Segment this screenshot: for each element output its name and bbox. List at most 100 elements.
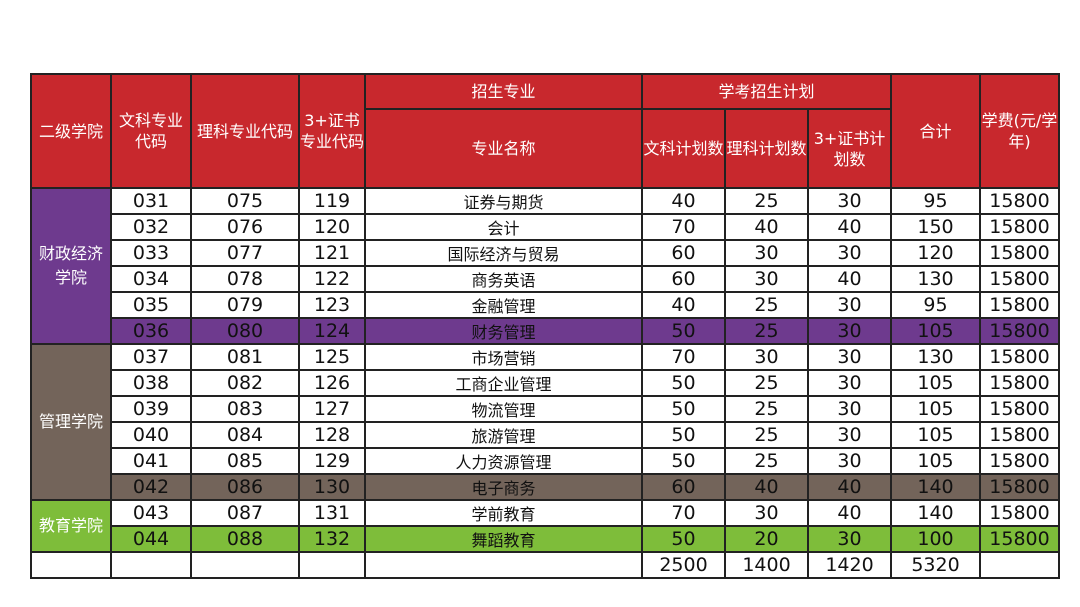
science-plan-cell: 30 — [724, 343, 809, 371]
table-row: 管理学院 037 081 125 市场营销 70 30 30 130 15800 — [30, 343, 1060, 501]
major-name-cell: 国际经济与贸易 — [364, 239, 643, 267]
arts-plan-cell: 70 — [641, 213, 726, 241]
college-cell: 教育学院 — [30, 499, 112, 553]
science-plan-cell: 25 — [724, 317, 809, 345]
table-row: 041 085 129 人力资源管理 50 25 30 105 15800 — [31, 447, 1060, 475]
cert-code-cell: 127 — [298, 395, 366, 423]
fee-cell: 15800 — [979, 317, 1060, 345]
major-name-cell: 证券与期货 — [364, 187, 643, 215]
arts-code-cell: 038 — [110, 369, 192, 397]
college-cell: 财政经济学院 — [30, 187, 112, 345]
major-name-cell: 财务管理 — [364, 317, 643, 345]
arts-code-cell: 031 — [110, 187, 192, 215]
fee-cell: 15800 — [979, 369, 1060, 397]
empty-cell — [364, 551, 643, 579]
empty-cell — [110, 551, 192, 579]
fee-cell: 15800 — [979, 239, 1060, 267]
cert-plan-cell: 30 — [807, 317, 892, 345]
science-plan-cell: 25 — [724, 291, 809, 319]
total-cell: 150 — [890, 213, 981, 241]
total-value-cell: 1420 — [807, 551, 892, 579]
table-row: 教育学院 043 087 131 学前教育 70 30 40 140 15800 — [30, 499, 1060, 553]
cert-code-cell: 125 — [298, 343, 366, 371]
total-cell: 130 — [890, 265, 981, 293]
cert-code-cell: 131 — [298, 499, 366, 527]
cert-plan-cell: 30 — [807, 343, 892, 371]
fee-cell: 15800 — [979, 447, 1060, 475]
fee-cell: 15800 — [979, 525, 1060, 553]
cert-code-cell: 120 — [298, 213, 366, 241]
arts-plan-cell: 50 — [641, 317, 726, 345]
table-row: 034 078 122 商务英语 60 30 40 130 15800 — [31, 265, 1060, 293]
empty-cell — [979, 551, 1060, 579]
arts-code-cell: 034 — [110, 265, 192, 293]
science-plan-cell: 25 — [724, 447, 809, 475]
science-plan-cell: 30 — [724, 499, 809, 527]
table-row: 040 084 128 旅游管理 50 25 30 105 15800 — [31, 421, 1060, 449]
major-name-cell: 商务英语 — [364, 265, 643, 293]
empty-cell — [190, 551, 300, 579]
header-arts-plan: 文科计划数 — [641, 108, 726, 189]
major-name-cell: 学前教育 — [364, 499, 643, 527]
science-plan-cell: 30 — [724, 239, 809, 267]
arts-code-cell: 044 — [110, 525, 192, 553]
arts-code-cell: 033 — [110, 239, 192, 267]
major-name-cell: 会计 — [364, 213, 643, 241]
cert-plan-cell: 40 — [807, 213, 892, 241]
total-cell: 100 — [890, 525, 981, 553]
totals-row: 2500 1400 1420 5320 — [30, 551, 1060, 579]
major-name-cell: 舞蹈教育 — [364, 525, 643, 553]
table-row: 036 080 124 财务管理 50 25 30 105 15800 — [31, 317, 1060, 345]
total-cell: 105 — [890, 421, 981, 449]
total-value-cell: 1400 — [724, 551, 809, 579]
cert-plan-cell: 30 — [807, 291, 892, 319]
science-code-cell: 083 — [190, 395, 300, 423]
total-cell: 130 — [890, 343, 981, 371]
cert-plan-cell: 30 — [807, 447, 892, 475]
science-code-cell: 084 — [190, 421, 300, 449]
arts-code-cell: 043 — [110, 499, 192, 527]
cert-code-cell: 128 — [298, 421, 366, 449]
arts-code-cell: 040 — [110, 421, 192, 449]
total-cell: 120 — [890, 239, 981, 267]
cert-plan-cell: 30 — [807, 525, 892, 553]
total-cell: 95 — [890, 291, 981, 319]
cert-code-cell: 132 — [298, 525, 366, 553]
total-cell: 105 — [890, 317, 981, 345]
table-row: 财政经济学院 031 075 119 证券与期货 40 25 30 95 15800 — [30, 187, 1060, 345]
arts-plan-cell: 60 — [641, 239, 726, 267]
arts-plan-cell: 60 — [641, 265, 726, 293]
header-total: 合计 — [890, 73, 981, 189]
total-value-cell: 5320 — [890, 551, 981, 579]
science-code-cell: 075 — [190, 187, 300, 215]
cert-code-cell: 122 — [298, 265, 366, 293]
major-name-cell: 电子商务 — [364, 473, 643, 501]
science-code-cell: 081 — [190, 343, 300, 371]
cert-code-cell: 121 — [298, 239, 366, 267]
cert-code-cell: 123 — [298, 291, 366, 319]
header-major-group: 招生专业 — [364, 73, 643, 110]
major-name-cell: 市场营销 — [364, 343, 643, 371]
arts-plan-cell: 40 — [641, 291, 726, 319]
major-name-cell: 工商企业管理 — [364, 369, 643, 397]
cert-code-cell: 130 — [298, 473, 366, 501]
science-plan-cell: 30 — [724, 265, 809, 293]
cert-code-cell: 119 — [298, 187, 366, 215]
arts-code-cell: 042 — [110, 473, 192, 501]
header-arts-code: 文科专业代码 — [110, 73, 192, 189]
fee-cell: 15800 — [979, 343, 1060, 371]
fee-cell: 15800 — [979, 421, 1060, 449]
science-code-cell: 085 — [190, 447, 300, 475]
cert-plan-cell: 30 — [807, 187, 892, 215]
table-row: 044 088 132 舞蹈教育 50 20 30 100 15800 — [31, 525, 1060, 553]
fee-cell: 15800 — [979, 265, 1060, 293]
college-cell: 管理学院 — [30, 343, 112, 501]
cert-plan-cell: 40 — [807, 473, 892, 501]
science-plan-cell: 25 — [724, 395, 809, 423]
major-name-cell: 人力资源管理 — [364, 447, 643, 475]
arts-plan-cell: 50 — [641, 421, 726, 449]
science-code-cell: 077 — [190, 239, 300, 267]
arts-code-cell: 037 — [110, 343, 192, 371]
cert-code-cell: 126 — [298, 369, 366, 397]
science-code-cell: 079 — [190, 291, 300, 319]
